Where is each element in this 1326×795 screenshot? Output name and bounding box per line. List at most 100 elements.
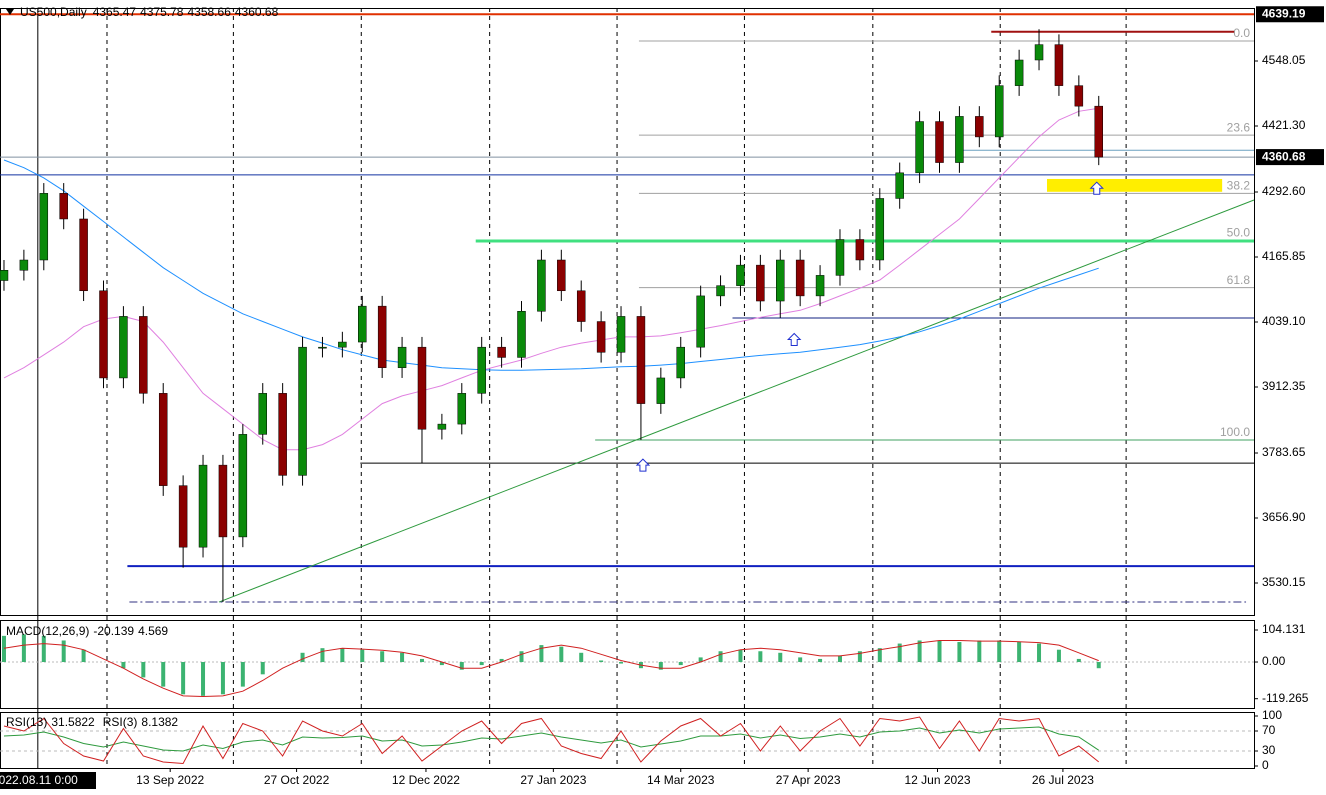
fib-label: 50.0: [1227, 226, 1251, 240]
macd-bar: [300, 652, 305, 663]
macd-readout: 4.569: [138, 624, 168, 638]
macd-bar: [439, 662, 444, 666]
x-tick-label: 14 Mar 2023: [647, 773, 715, 787]
candle-body: [895, 172, 904, 199]
price-tag-label: 4639.19: [1262, 6, 1306, 20]
macd-bar: [599, 660, 604, 663]
candle-body: [119, 316, 128, 379]
macd-bar: [1076, 658, 1081, 663]
macd-bar: [141, 662, 146, 678]
arrow: [1089, 181, 1104, 195]
quote: 4375.78: [140, 5, 184, 19]
x-tick-label: 26 Jul 2023: [1032, 773, 1094, 787]
moving-average: [3, 107, 1099, 451]
macd-bar: [559, 646, 564, 663]
macd-bar: [917, 640, 922, 663]
candle-body: [477, 346, 486, 394]
collapse-icon: [6, 9, 14, 15]
candle-body: [696, 295, 705, 348]
candle-body: [397, 346, 407, 368]
fib-label: 0.0: [1233, 26, 1250, 40]
macd-bar: [459, 662, 464, 670]
macd-bar: [619, 662, 624, 664]
quote: 4365.47: [93, 5, 137, 19]
macd-bar: [121, 662, 126, 669]
candle-body: [955, 116, 964, 163]
moving-average: [3, 159, 1099, 371]
y-tick-label: 100: [1262, 708, 1282, 722]
macd-bar: [419, 658, 424, 663]
y-tick-label: 3783.65: [1262, 445, 1306, 459]
price-tag: [1256, 6, 1324, 23]
candle-body: [1074, 85, 1084, 107]
macd-bar: [758, 651, 763, 663]
candle-body: [537, 259, 546, 312]
candle-body: [596, 321, 606, 353]
y-tick-label: 4421.30: [1262, 118, 1306, 132]
candle-body: [298, 346, 307, 476]
macd-bar: [260, 662, 265, 675]
macd-bar: [201, 662, 206, 696]
macd-bar: [658, 662, 663, 670]
arrow: [635, 458, 651, 472]
candle-body: [417, 346, 427, 430]
macd-bar: [21, 634, 26, 663]
candle-body: [437, 423, 447, 430]
y-tick-label: 70: [1262, 723, 1276, 737]
plot-layer: 13 Sep 2022 27 Oct 2022 12 Dec 2022 27 Jan …: [0, 6, 1324, 789]
macd-label: MACD(12,26,9) -20.139 4.569: [6, 624, 168, 638]
x-tick-label: 27 Jan 2023: [520, 773, 586, 787]
candle-body: [517, 311, 526, 358]
candle-body: [238, 434, 248, 538]
macd-bar: [41, 635, 46, 663]
y-tick-label: 4292.60: [1262, 184, 1306, 198]
y-tick-label: 0: [1262, 758, 1269, 772]
macd-bar: [937, 640, 942, 663]
candle-body: [377, 305, 387, 368]
candle-body: [338, 341, 347, 348]
macd-bar: [857, 651, 862, 663]
candle-body: [736, 264, 745, 286]
macd-bar: [877, 648, 882, 663]
panel-frame: [0, 8, 1255, 616]
candle-body: [198, 464, 208, 548]
x-tick-label: 27 Apr 2023: [776, 773, 841, 787]
candle-body: [994, 85, 1004, 138]
candle-body: [1034, 44, 1044, 61]
fib-label: 61.8: [1227, 273, 1251, 287]
candle-body: [756, 264, 765, 302]
quote: 4358.66: [187, 5, 231, 19]
macd-bar: [678, 662, 683, 666]
macd-bar: [340, 648, 345, 663]
macd-bar: [519, 651, 524, 663]
candle-body: [776, 259, 785, 302]
candle-body: [178, 485, 188, 548]
candle-body: [636, 316, 646, 404]
candle-body: [19, 259, 29, 271]
candle-body: [39, 193, 49, 261]
candle-body: [576, 290, 586, 322]
rsi-readout: 8.1382: [141, 715, 178, 729]
y-tick-label: 104.131: [1262, 622, 1306, 636]
x-tick-label: 12 Dec 2022: [392, 773, 460, 787]
zone: [1046, 178, 1223, 192]
candle-body: [557, 259, 566, 292]
x-tick-label: 12 Jun 2023: [904, 773, 970, 787]
macd-bar: [957, 642, 962, 663]
candle-body: [358, 305, 367, 343]
candle-body: [457, 393, 467, 425]
macd-bar: [81, 649, 86, 663]
macd-bar: [360, 649, 365, 663]
macd-bar: [579, 652, 584, 663]
candle-body: [218, 464, 228, 538]
candle-body: [935, 121, 944, 163]
candle-body: [139, 316, 148, 394]
candle-body: [676, 346, 685, 379]
candle-body: [875, 198, 885, 261]
macd-bar: [837, 655, 842, 663]
candle-body: [1014, 59, 1024, 86]
candle-body: [1054, 44, 1064, 86]
macd-bar: [977, 640, 982, 663]
candle-body: [0, 270, 9, 281]
candle-body: [258, 393, 267, 435]
